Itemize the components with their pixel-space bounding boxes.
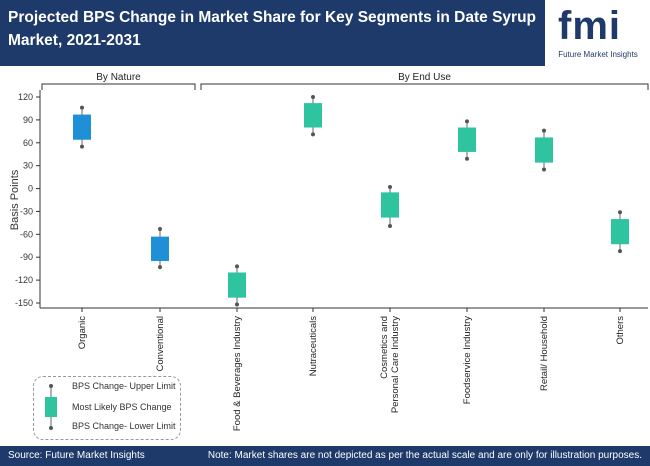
lower-limit-dot <box>311 132 315 137</box>
upper-limit-dot <box>465 119 469 124</box>
legend: BPS Change- Upper Limit Most Likely BPS … <box>33 376 181 440</box>
y-tick-label: 60 <box>23 138 33 148</box>
title-band: Projected BPS Change in Market Share for… <box>0 0 545 66</box>
group-label: By End Use <box>398 72 451 83</box>
chart-title: Projected BPS Change in Market Share for… <box>8 9 537 49</box>
lower-limit-dot <box>158 265 162 270</box>
upper-limit-dot <box>235 264 239 269</box>
group-bracket <box>41 83 196 90</box>
likely-range-box <box>611 219 629 245</box>
lower-limit-dot <box>388 223 392 228</box>
x-category-label: Retail/ Household <box>539 316 550 391</box>
logo-letters: fmi <box>558 4 621 48</box>
lower-limit-dot <box>235 302 239 307</box>
lower-limit-dot <box>618 249 622 254</box>
footer-note: Note: Market shares are not depicted as … <box>207 450 642 461</box>
y-tick-label: -150 <box>15 298 33 308</box>
footer-source: Source: Future Market Insights <box>8 450 145 461</box>
likely-range-box <box>73 114 91 140</box>
lower-limit-dot <box>542 167 546 172</box>
y-tick-label: 90 <box>23 115 33 125</box>
y-axis-title: Basis Points <box>9 169 21 230</box>
legend-upper: BPS Change- Upper Limit <box>72 381 176 391</box>
likely-range-box <box>381 192 399 218</box>
y-tick-label: 120 <box>18 92 33 102</box>
likely-range-box <box>535 137 553 163</box>
legend-symbol <box>45 384 57 430</box>
likely-range-box <box>458 127 476 152</box>
legend-likely: Most Likely BPS Change <box>72 402 172 412</box>
x-category-label: Cosmetics andPersonal Care Industry <box>379 316 401 413</box>
likely-range-box <box>151 236 169 262</box>
y-tick-label: -30 <box>20 206 33 216</box>
upper-limit-dot <box>542 128 546 133</box>
y-tick-label: 30 <box>23 161 33 171</box>
x-category-label: Nutraceuticals <box>308 316 319 376</box>
y-tick-label: 0 <box>28 184 33 194</box>
footer: Source: Future Market Insights Note: Mar… <box>0 446 650 466</box>
lower-limit-dot <box>465 156 469 161</box>
x-category-label: Foodservice Industry <box>462 316 473 404</box>
box-chart: 120 90 60 30 0 -30 -60 -90 -120 -150 Basis Points B… <box>9 72 649 431</box>
upper-limit-dot <box>311 95 315 99</box>
fmi-logo: fmi Future Market Insights <box>548 4 648 62</box>
upper-limit-dot <box>80 105 84 110</box>
upper-limit-dot <box>158 226 162 231</box>
upper-limit-dot <box>388 185 392 190</box>
group-bracket <box>200 83 649 90</box>
legend-lower: BPS Change- Lower Limit <box>72 421 176 431</box>
likely-range-box <box>228 272 246 298</box>
x-category-label: Organic <box>77 316 88 350</box>
lower-limit-dot <box>80 144 84 149</box>
y-tick-label: -120 <box>15 275 33 285</box>
likely-range-box <box>304 103 322 128</box>
y-tick-label: -60 <box>20 229 33 239</box>
x-category-label: Conventional <box>155 316 166 371</box>
y-tick-label: -90 <box>20 252 33 262</box>
logo-caption: Future Market Insights <box>558 50 638 59</box>
upper-limit-dot <box>618 210 622 215</box>
x-category-label: Food & Beverages Industry <box>232 316 243 431</box>
group-label: By Nature <box>96 72 141 83</box>
x-category-label: Others <box>615 316 626 345</box>
header: Projected BPS Change in Market Share for… <box>0 0 650 66</box>
